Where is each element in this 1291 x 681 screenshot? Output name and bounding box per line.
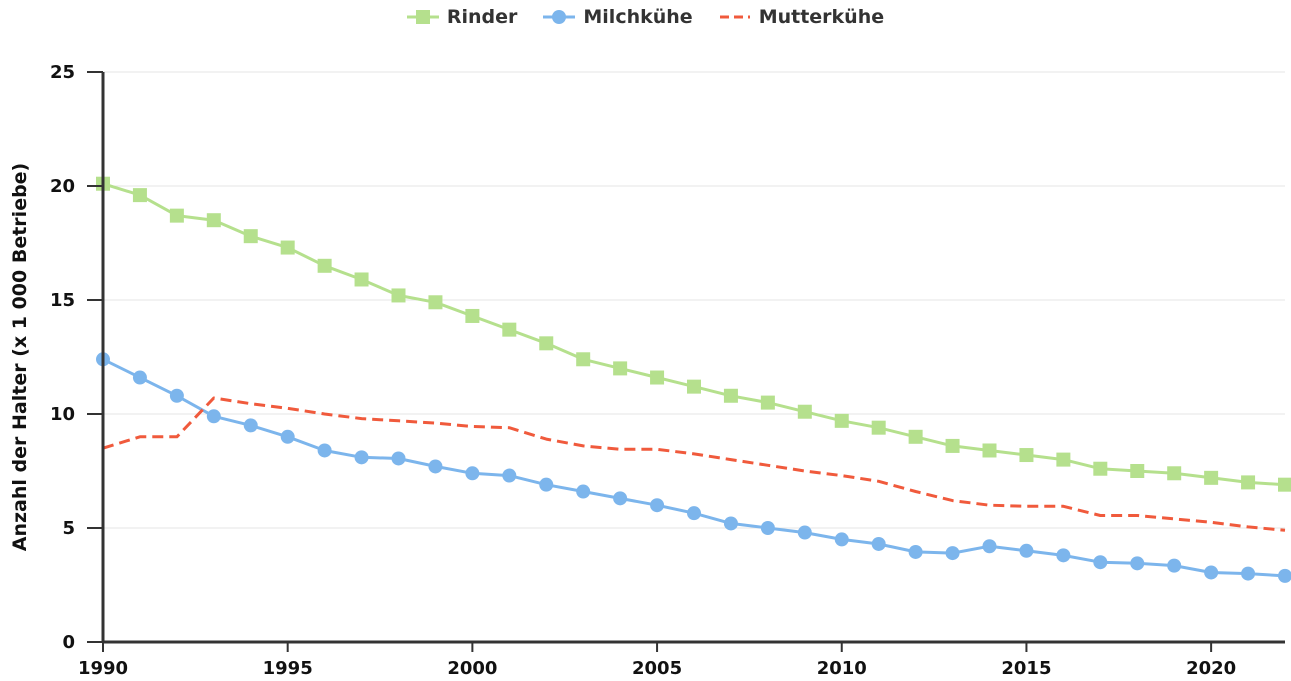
data-point[interactable] [428, 295, 443, 310]
data-point[interactable] [132, 370, 147, 385]
x-tick-label: 1990 [78, 658, 128, 679]
series-0 [96, 176, 1291, 492]
data-point[interactable] [834, 532, 849, 547]
data-point[interactable] [502, 322, 517, 337]
series-2 [102, 396, 1286, 532]
data-point[interactable] [871, 536, 886, 551]
series-line [102, 182, 1286, 487]
data-point[interactable] [613, 361, 628, 376]
data-point[interactable] [797, 404, 812, 419]
legend-marker-rinder [406, 10, 439, 24]
legend-item-rinder[interactable]: Rinder [406, 6, 518, 28]
x-tick-label: 2005 [632, 658, 682, 679]
data-point[interactable] [1278, 568, 1291, 583]
data-point[interactable] [132, 188, 147, 203]
data-point[interactable] [1204, 470, 1219, 485]
legend: Rinder Milchkühe Mutterkühe [0, 6, 1291, 28]
y-tick-label: 5 [62, 518, 75, 539]
data-point[interactable] [169, 208, 184, 223]
data-point[interactable] [1056, 452, 1071, 467]
data-point[interactable] [1241, 566, 1256, 581]
y-axis-title: Anzahl der Halter (x 1 000 Betriebe) [9, 163, 31, 551]
data-point[interactable] [169, 388, 184, 403]
x-tick-label: 2015 [1001, 658, 1051, 679]
legend-item-mutterkuehe[interactable]: Mutterkühe [719, 6, 884, 28]
legend-label-mutterkuehe: Mutterkühe [758, 6, 885, 28]
series-1 [96, 352, 1291, 583]
data-point[interactable] [760, 521, 775, 535]
axes: 0 5 10 15 20 25 1990 1995 2000 2005 2010 2015 2020 [50, 62, 1285, 679]
data-point[interactable] [354, 450, 369, 465]
data-point[interactable] [1278, 477, 1291, 492]
data-point[interactable] [1167, 558, 1182, 573]
data-point[interactable] [982, 539, 997, 554]
data-point[interactable] [760, 395, 775, 410]
y-tick-label: 15 [50, 290, 75, 311]
series-line [102, 396, 1286, 532]
y-tick-label: 10 [50, 404, 75, 425]
data-point[interactable] [871, 420, 886, 435]
data-point[interactable] [1093, 461, 1108, 476]
grid-lines [103, 71, 1285, 529]
legend-marker-mutterkuehe [719, 15, 750, 19]
data-point[interactable] [1056, 548, 1071, 563]
data-point[interactable] [391, 451, 406, 466]
data-point[interactable] [834, 413, 849, 428]
data-point[interactable] [723, 388, 738, 403]
data-point[interactable] [502, 468, 517, 483]
data-point[interactable] [650, 498, 665, 513]
legend-item-milchkuehe[interactable]: Milchkühe [543, 6, 693, 28]
data-point[interactable] [428, 459, 443, 474]
data-point[interactable] [576, 352, 591, 367]
data-point[interactable] [945, 546, 960, 561]
data-point[interactable] [687, 379, 701, 394]
legend-label-rinder: Rinder [446, 6, 518, 28]
data-point[interactable] [797, 525, 812, 540]
data-point[interactable] [1241, 475, 1256, 490]
data-point[interactable] [206, 213, 221, 228]
data-point[interactable] [908, 429, 923, 444]
data-point[interactable] [1130, 556, 1145, 571]
data-point[interactable] [465, 466, 480, 481]
series-layer [96, 176, 1291, 583]
y-tick-label: 25 [50, 62, 75, 83]
data-point[interactable] [723, 516, 738, 531]
legend-marker-milchkuehe [543, 10, 576, 24]
data-point[interactable] [243, 418, 258, 433]
y-tick-label: 20 [50, 176, 75, 197]
legend-label-milchkuehe: Milchkühe [583, 6, 693, 28]
data-point[interactable] [317, 258, 332, 273]
data-point[interactable] [206, 409, 221, 424]
data-point[interactable] [539, 336, 554, 351]
data-point[interactable] [354, 272, 369, 287]
x-tick-label: 2010 [817, 658, 867, 679]
data-point[interactable] [576, 484, 591, 499]
data-point[interactable] [908, 544, 923, 559]
x-tick-label: 1995 [263, 658, 313, 679]
data-point[interactable] [982, 443, 997, 458]
data-point[interactable] [687, 506, 701, 521]
data-point[interactable] [539, 477, 554, 492]
x-tick-label: 2000 [447, 658, 497, 679]
y-tick-label: 0 [62, 632, 75, 653]
data-point[interactable] [391, 288, 406, 303]
data-point[interactable] [280, 429, 295, 444]
data-point[interactable] [1093, 555, 1108, 570]
data-point[interactable] [945, 438, 960, 453]
data-point[interactable] [1167, 466, 1182, 481]
data-point[interactable] [243, 229, 258, 244]
data-point[interactable] [465, 308, 480, 323]
data-point[interactable] [317, 443, 332, 458]
data-point[interactable] [1019, 543, 1034, 558]
data-point[interactable] [1204, 565, 1219, 580]
data-point[interactable] [613, 491, 628, 506]
data-point[interactable] [650, 370, 665, 385]
data-point[interactable] [280, 240, 295, 255]
x-tick-label: 2020 [1186, 658, 1236, 679]
data-point[interactable] [1130, 464, 1145, 478]
data-point[interactable] [1019, 448, 1034, 463]
